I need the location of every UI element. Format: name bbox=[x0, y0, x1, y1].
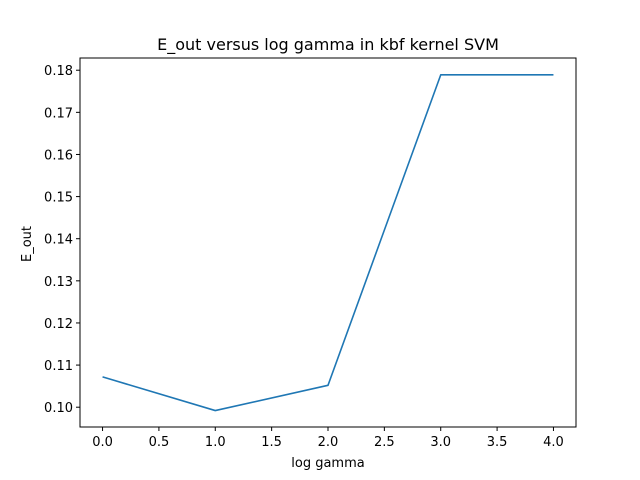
y-tick-label-1: 0.11 bbox=[44, 359, 73, 374]
x-tick-label-6: 3.0 bbox=[430, 435, 451, 450]
y-tick-label-2: 0.12 bbox=[44, 317, 73, 332]
x-tick-label-0: 0.0 bbox=[92, 435, 113, 450]
y-tick-label-6: 0.16 bbox=[44, 148, 73, 163]
x-axis-label: log gamma bbox=[291, 456, 364, 471]
y-tick-label-8: 0.18 bbox=[44, 64, 73, 79]
x-tick-label-1: 0.5 bbox=[149, 435, 170, 450]
x-tick-label-4: 2.0 bbox=[318, 435, 339, 450]
x-tick-label-3: 1.5 bbox=[261, 435, 282, 450]
y-tick-label-5: 0.15 bbox=[44, 191, 73, 206]
y-tick-label-0: 0.10 bbox=[44, 401, 73, 416]
axes-frame bbox=[79, 57, 577, 428]
x-tick-label-5: 2.5 bbox=[374, 435, 395, 450]
x-tick-label-2: 1.0 bbox=[205, 435, 226, 450]
y-tick-label-7: 0.17 bbox=[44, 106, 73, 121]
x-tick-label-7: 3.5 bbox=[487, 435, 508, 450]
y-tick-label-3: 0.13 bbox=[44, 275, 73, 290]
plot-area: 0.0 0.5 1.0 1.5 2.0 2.5 3.0 3.5 4.0 0.10 0.11 0.12 0… bbox=[44, 57, 577, 450]
x-tick-label-8: 4.0 bbox=[543, 435, 564, 450]
y-tick-label-4: 0.14 bbox=[44, 233, 73, 248]
series-line-0 bbox=[102, 74, 554, 412]
y-axis-label: E_out bbox=[20, 226, 35, 262]
chart-title: E_out versus log gamma in kbf kernel SVM bbox=[157, 35, 499, 55]
